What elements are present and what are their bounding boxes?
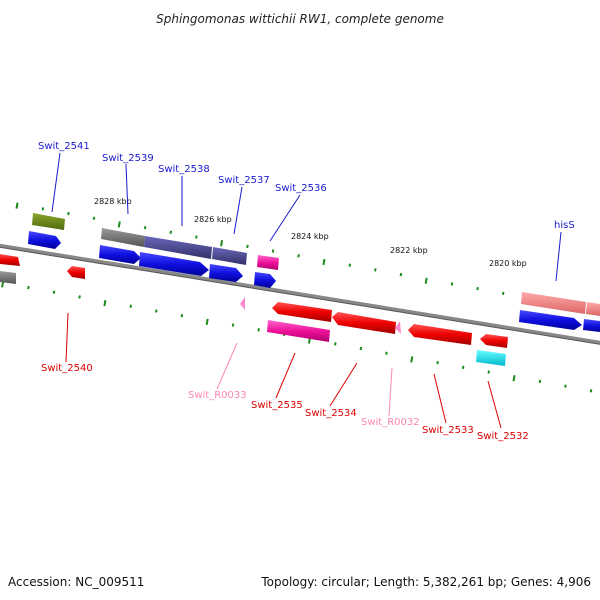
gene-switR0033-arrow[interactable] [240,297,245,310]
callout-lines [51,152,562,429]
gene-swit2532-cyan[interactable] [476,350,506,366]
gene-swit2539-arrow[interactable] [99,245,141,264]
gene-label[interactable]: Swit_2541 [38,141,90,152]
gene-label[interactable]: Swit_2539 [102,153,154,164]
gene-swit2534-arrow[interactable] [332,312,396,334]
gene-switR0032-arrow[interactable] [395,321,401,334]
gene-label[interactable]: Swit_2536 [275,183,327,194]
scale-label: 2826 kbp [194,215,232,224]
scale-labels: 2828 kbp 2826 kbp 2824 kbp 2822 kbp 2820… [94,197,527,268]
gene-label[interactable]: Swit_2538 [158,164,210,175]
gene-swit2538-slate[interactable] [144,236,212,259]
gene-swit2535-arrow[interactable] [272,302,332,322]
gene-arrow-left-red[interactable] [0,254,20,266]
scale-label: 2822 kbp [390,246,428,255]
gene-swit2535-magenta[interactable] [267,320,330,342]
gene-label[interactable]: Swit_R0032 [361,417,420,428]
gene-swit2540-arrow[interactable] [67,266,85,279]
gene-label[interactable]: Swit_2532 [477,431,529,442]
gene-swit2538-arrow[interactable] [139,252,209,276]
gene-swit2532-arrow[interactable] [480,334,508,348]
scale-label: 2828 kbp [94,197,132,206]
map-title: Sphingomonas wittichii RW1, complete gen… [156,12,444,26]
scale-label: 2820 kbp [489,259,527,268]
gene-hisS-arrow[interactable] [519,310,582,330]
gene-swit2539-gray[interactable] [101,228,145,247]
gene-label[interactable]: Swit_2540 [41,363,93,374]
gene-features [0,213,600,366]
gene-hisS-salmon[interactable] [521,292,586,314]
gene-label[interactable]: Swit_2537 [218,175,270,186]
gene-label[interactable]: Swit_2534 [305,408,357,419]
gene-swit2537-slate[interactable] [212,247,247,265]
gene-swit2541-arrow[interactable] [28,231,61,249]
gene-swit2536-magenta[interactable] [257,255,279,270]
gene-label[interactable]: Swit_2535 [251,400,303,411]
gene-swit2536-arrow[interactable] [254,272,276,288]
accession-text: Accession: NC_009511 [8,575,144,589]
scale-label: 2824 kbp [291,232,329,241]
gene-swit2537-arrow[interactable] [209,264,243,282]
gene-swit2533-arrow[interactable] [408,324,472,345]
gene-arrow-left-gray[interactable] [0,271,16,284]
gene-swit2541-olive[interactable] [32,213,65,230]
gene-right-salmon[interactable] [586,302,600,316]
gene-label[interactable]: Swit_2533 [422,425,474,436]
summary-text: Topology: circular; Length: 5,382,261 bp… [260,575,591,589]
ruler-bottom [1,281,593,393]
gene-label[interactable]: Swit_R0033 [188,390,247,401]
genome-backbone [0,240,600,350]
gene-label[interactable]: hisS [554,220,575,231]
gene-right-arrow[interactable] [583,319,600,332]
gene-labels: Swit_2541 Swit_2539 Swit_2538 Swit_2537 … [38,141,575,442]
